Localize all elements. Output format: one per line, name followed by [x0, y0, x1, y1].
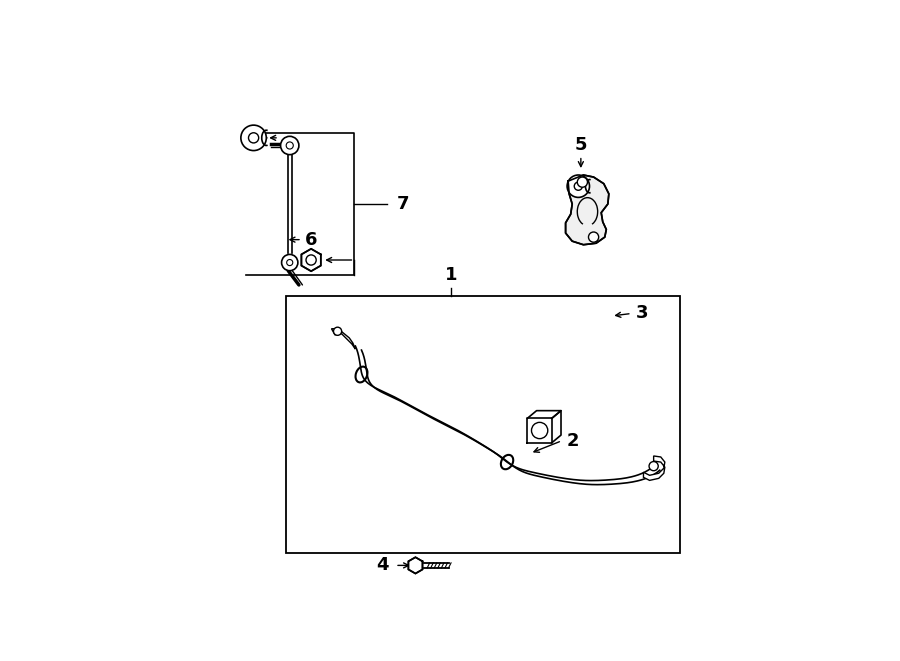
Circle shape — [282, 254, 298, 271]
Polygon shape — [644, 456, 665, 481]
Circle shape — [248, 133, 258, 143]
Text: 7: 7 — [397, 195, 409, 213]
Text: 3: 3 — [635, 305, 648, 323]
Circle shape — [286, 142, 293, 149]
Circle shape — [567, 175, 590, 198]
Circle shape — [287, 260, 292, 266]
Circle shape — [589, 232, 598, 242]
Text: 6: 6 — [305, 231, 318, 249]
Text: 5: 5 — [574, 136, 587, 155]
Text: 1: 1 — [445, 266, 457, 284]
Circle shape — [334, 327, 342, 335]
Polygon shape — [565, 175, 609, 245]
Bar — [285, 295, 680, 553]
Circle shape — [241, 125, 266, 151]
Circle shape — [577, 177, 588, 187]
Circle shape — [649, 461, 658, 471]
Text: 4: 4 — [376, 557, 389, 574]
Circle shape — [306, 255, 316, 265]
Circle shape — [574, 182, 582, 190]
Polygon shape — [409, 557, 422, 574]
Circle shape — [281, 136, 299, 155]
Polygon shape — [331, 329, 356, 349]
Circle shape — [532, 422, 548, 439]
Polygon shape — [302, 249, 320, 271]
Text: 2: 2 — [567, 432, 580, 449]
